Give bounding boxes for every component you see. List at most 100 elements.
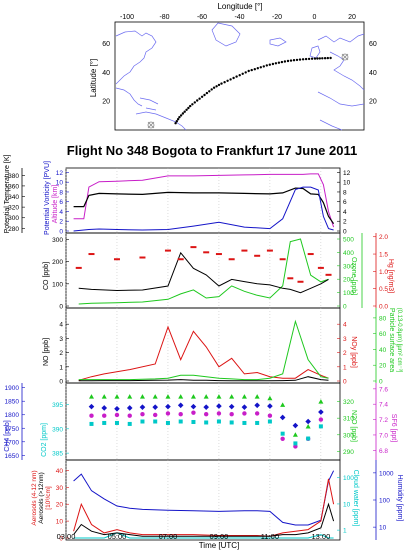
series-n2o-mark — [101, 394, 107, 399]
map-x-tick-label: -100 — [120, 14, 134, 21]
no-tick-label: 4 — [59, 322, 63, 329]
aerosols-tick-label: 10 — [56, 519, 64, 526]
destination-marker-cross — [341, 53, 349, 61]
series-ch4-mark — [279, 414, 286, 421]
map-x-tick-label: -80 — [159, 14, 169, 21]
aerosols-tick-label: 30 — [56, 485, 64, 492]
flight-track-point — [298, 58, 302, 61]
hg-tick-label: 2.0 — [379, 234, 388, 241]
noy-tick-label: 3 — [343, 336, 347, 343]
hg-tick-label: 1.0 — [379, 269, 388, 276]
destination-marker — [341, 53, 349, 61]
n2o-tick-label: 300 — [343, 432, 354, 439]
series-ch4-mark — [254, 402, 260, 409]
series-no — [78, 376, 329, 382]
series-n2o-mark — [216, 394, 222, 399]
flight-track-point — [217, 83, 221, 87]
co-tick-label: 200 — [52, 259, 63, 266]
series-ch4-mark — [88, 403, 95, 410]
label-particle-surface-units: (0.13-0.8µm) [µm² cm⁻³] — [396, 308, 402, 373]
series-ch4-mark — [114, 405, 120, 412]
series-co2-mark — [280, 431, 285, 436]
series-ch4-mark — [190, 403, 197, 410]
coast-british-isles — [309, 45, 321, 59]
map-x-tick-label: -20 — [272, 14, 282, 21]
series-co2-mark — [102, 420, 107, 425]
co2-tick-label: 395 — [52, 402, 63, 409]
series-hg-mark — [88, 253, 95, 256]
series-ch4-mark — [203, 404, 209, 410]
flight-track-point — [191, 103, 194, 106]
destination-marker-circle — [341, 53, 349, 61]
flight-track-point — [310, 57, 314, 60]
cloud-water-tick-label: 10 — [343, 501, 351, 508]
series-ch4-mark — [292, 422, 299, 429]
particles-tick-label: 60 — [379, 331, 387, 338]
flight-track-point — [295, 58, 299, 62]
altitude-right-tick-label: 12 — [343, 170, 351, 177]
series-hg-mark — [325, 273, 332, 276]
ch4-tick-label: 1900 — [5, 385, 20, 392]
flight-track-point — [307, 57, 311, 61]
time-tick-label: 03:00 — [57, 532, 76, 541]
series-sf6-mark — [229, 412, 234, 417]
series-cloud-water — [73, 532, 334, 539]
particles-tick-label: 0 — [379, 379, 383, 386]
series-sf6-mark — [191, 410, 196, 415]
ozone-tick-label: 100 — [343, 290, 354, 297]
series-n2o-mark — [88, 394, 94, 399]
time-tick-label: 07:00 — [159, 532, 178, 541]
flight-track-point — [283, 60, 287, 63]
map-y-ticks-right: 20 40 60 — [369, 41, 377, 106]
series-hg-mark — [190, 246, 197, 249]
aerosols-tick-label: 20 — [56, 502, 64, 509]
series-sf6-mark — [127, 413, 132, 418]
vorticity-tick-label: 10 — [56, 180, 64, 187]
coast-europe — [317, 33, 365, 91]
series-sf6-mark — [165, 411, 171, 416]
series-sf6-mark — [267, 413, 273, 418]
ozone-tick-label: 500 — [343, 237, 354, 244]
label-aerosols-large: Aerosols (>12nm) — [38, 472, 45, 523]
series-noy — [78, 325, 329, 381]
map-y-tick-label-left: 40 — [102, 70, 110, 77]
co-tick-label: 0 — [59, 304, 63, 311]
map-panel: Longitude [°] -100 -80 -60 -40 -20 0 20 Latitu… — [89, 2, 377, 131]
series-co2-mark — [229, 420, 234, 425]
aerosols-tick-label: 40 — [56, 468, 64, 475]
flight-track-point — [313, 57, 317, 60]
coast-gulf — [115, 87, 143, 107]
flight-track-point — [208, 90, 211, 93]
flight-track-point — [321, 57, 324, 60]
flight-track-point — [277, 61, 281, 64]
ozone-tick-label: 200 — [343, 277, 354, 284]
series-ch4-mark — [101, 405, 108, 411]
flight-track-point — [210, 88, 213, 91]
flight-track-point — [200, 95, 204, 99]
co2-tick-label: 390 — [52, 426, 63, 433]
series-sf6-mark — [280, 436, 285, 441]
altitude-right-tick-label: 10 — [343, 180, 351, 187]
series-co2-mark — [140, 419, 145, 424]
ch4-tick-label: 1800 — [5, 412, 20, 419]
flight-track-point — [220, 82, 223, 85]
potential-temperature-tick-label: 320 — [8, 205, 19, 212]
series-hg-mark — [75, 266, 82, 269]
vorticity-tick-label: 4 — [59, 209, 63, 216]
series-co2-mark — [165, 420, 170, 425]
ozone-tick-label: 0 — [343, 304, 347, 311]
potential-temperature-tick-label: 380 — [8, 173, 19, 180]
flight-track-point — [247, 69, 250, 73]
flight-track-point — [253, 68, 256, 71]
hg-tick-label: 0.0 — [379, 304, 388, 311]
flight-track-point — [178, 116, 181, 119]
ch4-tick-label: 1850 — [5, 399, 20, 406]
series-co2-mark — [318, 424, 323, 429]
noy-tick-label: 4 — [343, 322, 347, 329]
flight-track — [174, 56, 332, 125]
series-ch4-mark — [241, 404, 248, 410]
time-axis-label: Time [UTC] — [199, 541, 240, 550]
origin-marker-cross — [147, 121, 155, 129]
series-n2o-mark — [229, 394, 235, 399]
cloud-water-tick-label: 100 — [343, 475, 354, 482]
